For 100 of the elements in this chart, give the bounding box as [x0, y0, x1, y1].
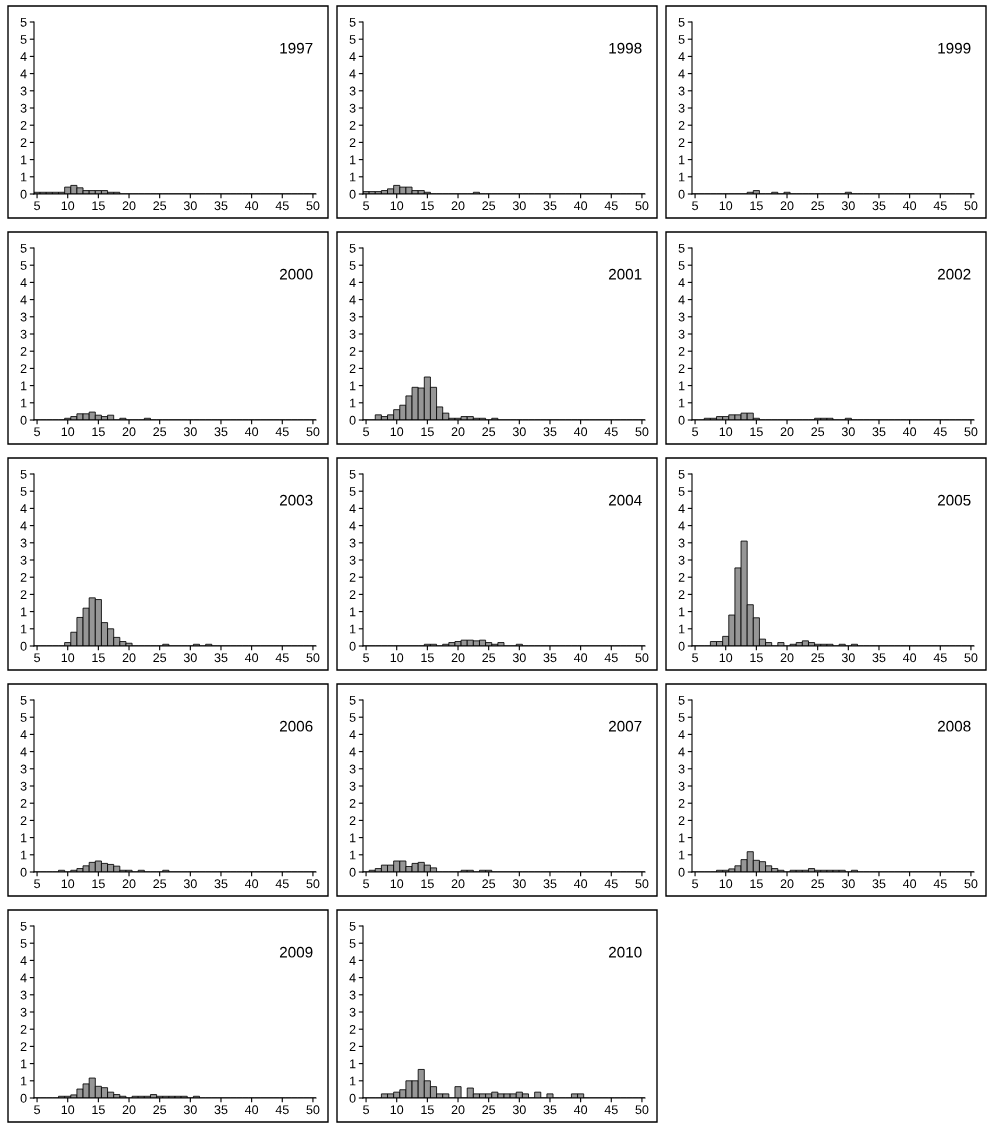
x-tick-label: 25 — [811, 653, 825, 663]
x-tick-label: 35 — [214, 427, 228, 437]
y-tick-label: 5 — [349, 35, 356, 44]
x-tick-label: 50 — [635, 427, 649, 437]
y-tick-label: 3 — [678, 538, 685, 548]
y-tick-label: 2 — [20, 138, 27, 147]
x-tick-label: 40 — [902, 879, 917, 889]
y-tick-label: 0 — [20, 1093, 27, 1103]
x-tick-label: 50 — [964, 653, 978, 663]
y-tick-label: 5 — [20, 695, 27, 705]
text: 2001 — [608, 268, 642, 280]
text: 2000 — [279, 268, 313, 280]
y-tick-label: 4 — [20, 504, 27, 513]
x-tick-label: 10 — [61, 1105, 75, 1115]
x-tick-label: 50 — [306, 201, 320, 211]
y-tick-label: 1 — [679, 624, 685, 634]
x-tick-label: 25 — [153, 427, 167, 437]
y-tick-label: 1 — [679, 833, 685, 843]
y-tick-label: 2 — [349, 121, 356, 130]
x-tick-label: 50 — [635, 653, 649, 663]
y-tick-label: 4 — [20, 52, 27, 61]
y-tick-label: 5 — [20, 713, 27, 722]
x-tick-label: 20 — [122, 653, 136, 663]
x-tick-label: 40 — [573, 879, 588, 889]
x-tick-label: 35 — [872, 201, 886, 211]
x-tick-label: 10 — [719, 653, 733, 663]
y-tick-label: 5 — [20, 469, 27, 479]
x-tick-label: 50 — [306, 653, 320, 663]
text: 2009 — [279, 946, 313, 958]
y-tick-label: 5 — [20, 487, 27, 496]
y-tick-label: 5 — [349, 261, 356, 270]
y-tick-label: 3 — [20, 990, 27, 1000]
y-tick-label: 3 — [20, 1007, 27, 1017]
y-tick-label: 3 — [349, 538, 356, 548]
y-tick-label: 0 — [20, 189, 27, 199]
y-tick-label: 5 — [20, 939, 27, 948]
y-tick-label: 1 — [350, 833, 356, 843]
x-tick-label: 25 — [482, 427, 496, 437]
y-tick-label: 0 — [349, 415, 356, 425]
y-tick-label: 2 — [678, 364, 685, 373]
y-tick-label: 5 — [349, 469, 356, 479]
y-tick-label: 0 — [20, 867, 27, 877]
y-tick-label: 5 — [20, 921, 27, 931]
x-tick-label: 25 — [811, 201, 825, 211]
y-tick-label: 4 — [678, 278, 685, 287]
y-tick-label: 1 — [21, 381, 27, 391]
y-tick-label: 2 — [349, 573, 356, 582]
y-tick-label: 2 — [349, 1025, 356, 1034]
y-tick-label: 5 — [20, 35, 27, 44]
y-tick-label: 2 — [349, 347, 356, 356]
x-tick-label: 15 — [750, 201, 763, 211]
x-tick-label: 5 — [34, 427, 41, 437]
x-tick-label: 10 — [719, 427, 733, 437]
y-tick-label: 2 — [20, 364, 27, 373]
x-tick-label: 15 — [750, 879, 763, 889]
x-tick-label: 35 — [872, 653, 886, 663]
y-tick-label: 1 — [21, 1059, 27, 1069]
y-tick-label: 5 — [678, 17, 685, 27]
x-tick-label: 25 — [482, 201, 496, 211]
text: 2006 — [279, 720, 313, 732]
x-tick-label: 15 — [421, 879, 434, 889]
y-tick-label: 2 — [678, 121, 685, 130]
x-tick-label: 20 — [780, 427, 794, 437]
y-tick-label: 4 — [20, 521, 27, 531]
x-tick-label: 50 — [306, 1105, 320, 1115]
y-tick-label: 3 — [20, 781, 27, 791]
x-tick-label: 30 — [512, 201, 526, 211]
x-tick-label: 45 — [604, 653, 618, 663]
x-tick-label: 5 — [34, 201, 41, 211]
x-tick-label: 20 — [451, 1105, 465, 1115]
x-tick-label: 30 — [512, 1105, 526, 1115]
y-tick-label: 2 — [349, 590, 356, 599]
y-tick-label: 1 — [21, 1076, 27, 1086]
x-tick-label: 10 — [61, 653, 75, 663]
x-tick-label: 45 — [933, 427, 947, 437]
x-tick-label: 45 — [604, 201, 618, 211]
y-tick-label: 4 — [349, 52, 356, 61]
y-tick-label: 5 — [349, 487, 356, 496]
y-tick-label: 3 — [678, 312, 685, 322]
y-tick-label: 1 — [350, 381, 356, 391]
y-tick-label: 1 — [350, 1059, 356, 1069]
x-tick-label: 10 — [390, 427, 404, 437]
y-tick-label: 4 — [20, 295, 27, 305]
y-tick-label: 4 — [349, 504, 356, 513]
x-tick-label: 25 — [482, 653, 496, 663]
y-tick-label: 3 — [349, 86, 356, 96]
y-tick-label: 0 — [20, 641, 27, 651]
y-tick-label: 4 — [349, 730, 356, 739]
x-tick-label: 50 — [635, 1105, 649, 1115]
x-tick-label: 30 — [512, 427, 526, 437]
y-tick-label: 2 — [349, 1042, 356, 1051]
x-tick-label: 5 — [692, 879, 699, 889]
y-tick-label: 1 — [21, 850, 27, 860]
y-tick-label: 4 — [678, 295, 685, 305]
y-tick-label: 5 — [20, 17, 27, 27]
y-tick-label: 1 — [21, 607, 27, 617]
x-tick-label: 10 — [390, 201, 404, 211]
x-tick-label: 50 — [964, 201, 978, 211]
x-tick-label: 20 — [122, 427, 136, 437]
y-tick-label: 2 — [20, 1025, 27, 1034]
